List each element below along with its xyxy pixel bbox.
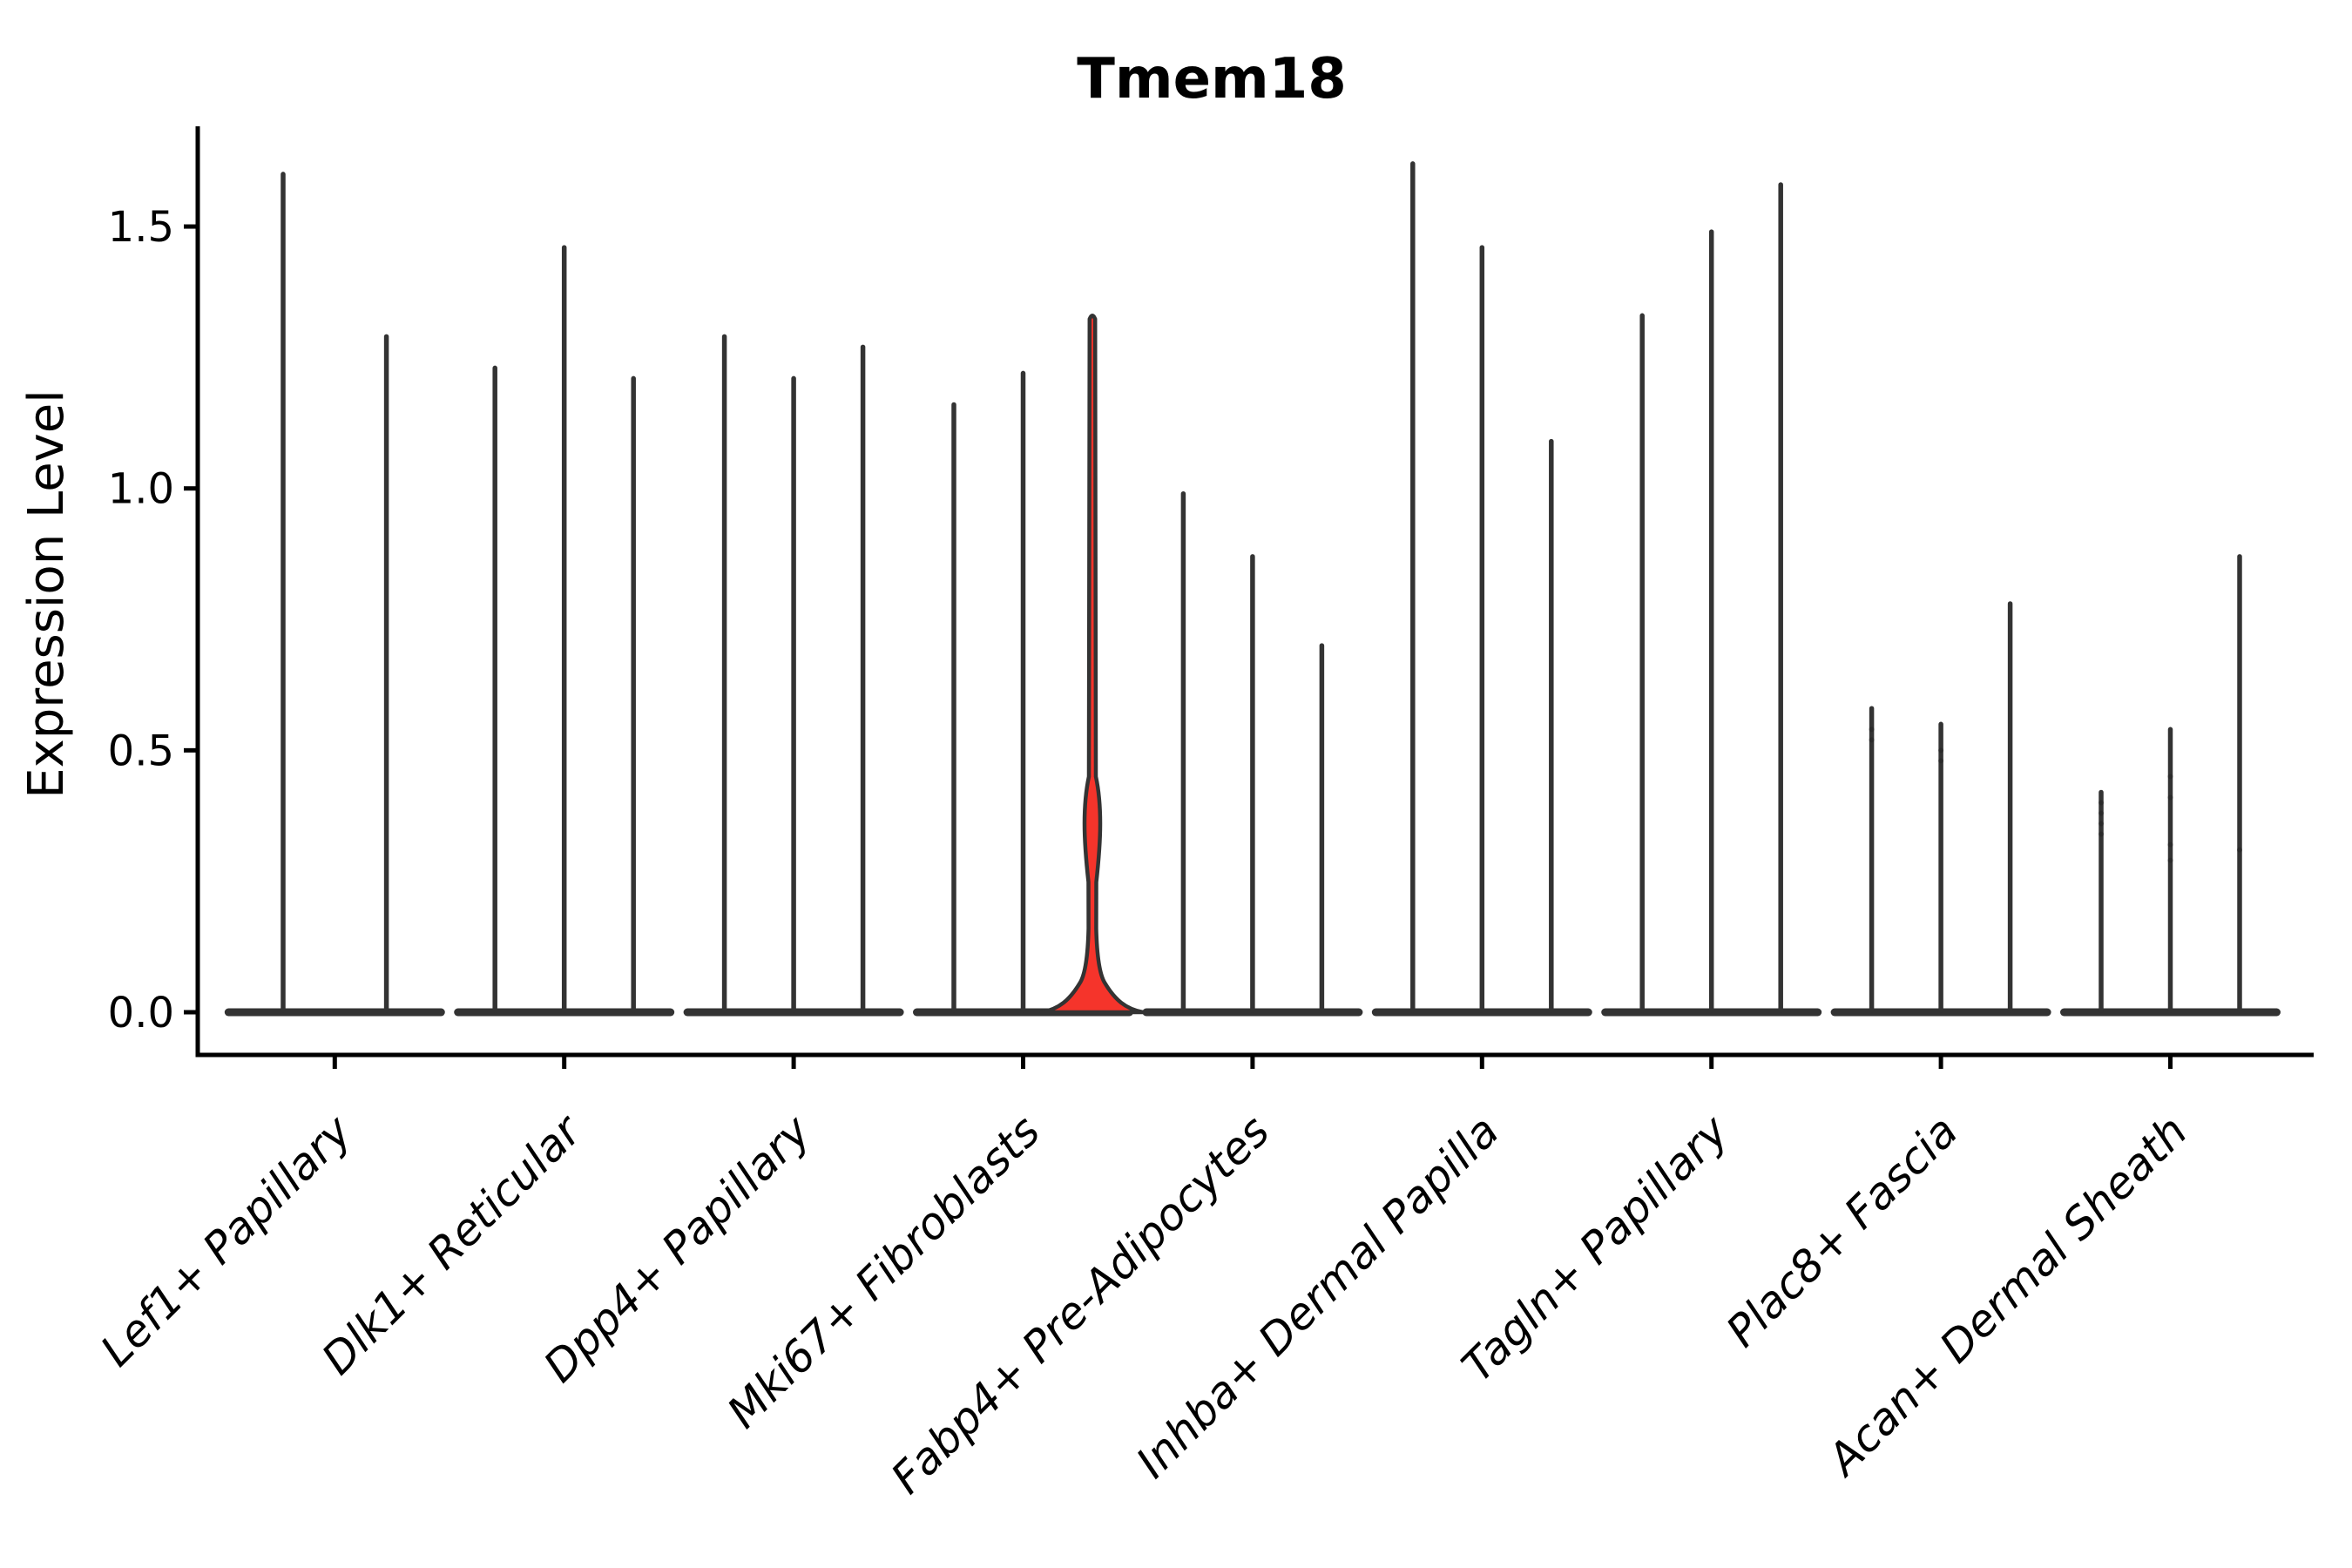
y-tick-label: 0.0: [108, 989, 174, 1037]
expression-point: [2099, 831, 2104, 837]
expression-point: [2167, 774, 2173, 780]
y-axis-ticks: 0.0 0.5 1.0 1.5: [108, 203, 198, 1037]
expression-point: [2167, 857, 2173, 863]
x-axis-category-label: Acan+ Dermal Sheath: [1816, 1105, 2197, 1486]
expression-point: [2099, 810, 2104, 816]
expression-point: [2099, 800, 2104, 806]
plot-title: Tmem18: [1077, 47, 1347, 112]
expression-point: [2167, 841, 2173, 848]
x-axis-category-label: Lef1+ Papillary: [91, 1105, 362, 1375]
y-tick-label: 0.5: [108, 727, 174, 775]
expression-point: [1938, 758, 1944, 764]
y-axis-label: Expression Level: [18, 389, 75, 799]
expression-point: [2099, 821, 2104, 827]
x-axis-category-label: Inhba+ Dermal Papilla: [1126, 1105, 1508, 1487]
expression-point: [2237, 847, 2242, 853]
violins-layer: [224, 161, 2281, 1017]
expression-point: [1869, 737, 1875, 743]
expression-point: [2167, 794, 2173, 801]
y-tick-label: 1.5: [108, 203, 174, 252]
x-axis-category-label: Fabp4+ Pre-Adipocytes: [882, 1105, 1280, 1504]
x-axis-category-label: Plac8+ Fascia: [1717, 1105, 1968, 1356]
expression-point: [1938, 747, 1944, 754]
axes-layer: [195, 126, 2314, 1069]
highlighted-violin: [1039, 314, 1146, 1015]
y-tick-label: 1.0: [108, 465, 174, 514]
expression-point: [1869, 727, 1875, 733]
